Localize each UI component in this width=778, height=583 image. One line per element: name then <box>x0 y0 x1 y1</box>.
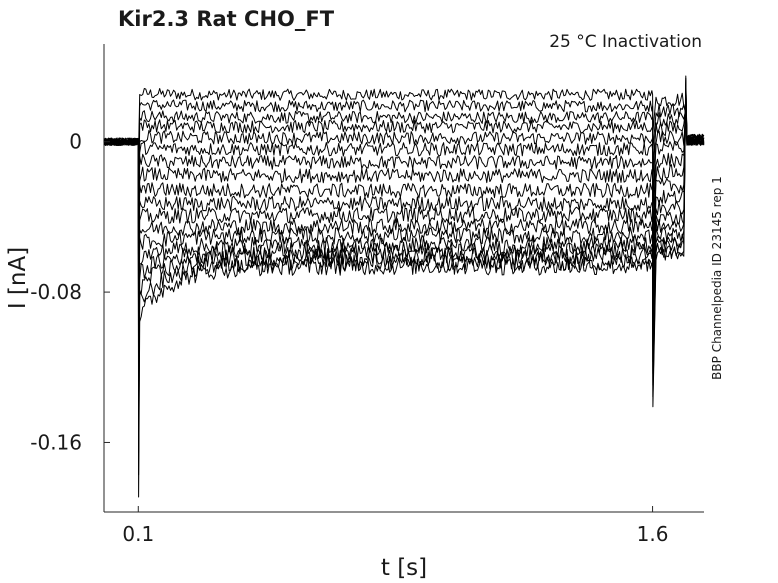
current-trace <box>103 95 705 304</box>
current-trace <box>103 106 705 204</box>
x-tick-label: 0.1 <box>122 522 154 546</box>
current-trace <box>103 99 705 261</box>
axes <box>103 44 704 513</box>
current-trace <box>103 77 705 476</box>
y-axis-label: I [nA] <box>5 247 31 309</box>
current-trace <box>103 75 705 498</box>
x-tick-label: 1.6 <box>637 522 669 546</box>
current-trace <box>103 97 705 281</box>
y-ticks: 0 -0.08 -0.16 <box>30 130 110 454</box>
current-trace <box>103 88 705 150</box>
current-trace <box>103 102 705 241</box>
side-label: BBP Channelpedia ID 23145 rep 1 <box>710 176 724 380</box>
chart-subtitle: 25 °C Inactivation <box>549 32 702 52</box>
current-trace <box>103 104 705 222</box>
current-trace <box>103 82 705 431</box>
current-trace <box>103 90 704 346</box>
x-axis-label: t [s] <box>381 555 427 581</box>
trace-group <box>103 75 705 498</box>
x-ticks: 0.1 1.6 <box>122 506 668 546</box>
y-tick-label: 0 <box>69 130 82 154</box>
y-tick-label: -0.16 <box>30 430 82 454</box>
current-trace <box>103 93 705 326</box>
current-trace <box>103 84 705 409</box>
current-trace <box>103 79 705 453</box>
chart-title: Kir2.3 Rat CHO_FT <box>118 7 335 31</box>
y-tick-label: -0.08 <box>30 280 82 304</box>
current-trace <box>103 99 705 169</box>
current-trace <box>103 108 705 187</box>
current-trace <box>103 88 705 366</box>
